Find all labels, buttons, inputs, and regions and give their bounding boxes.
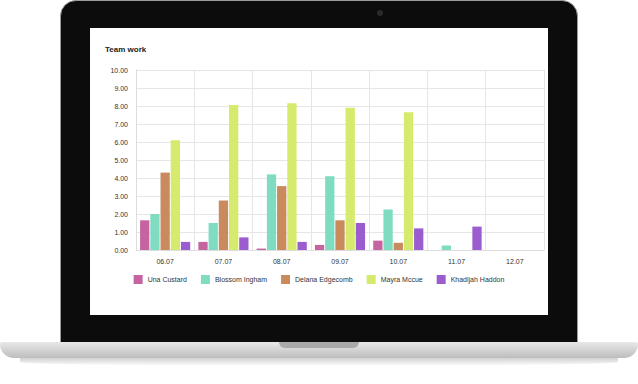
svg-text:Khadijah Haddon: Khadijah Haddon	[451, 276, 505, 284]
svg-text:3.00: 3.00	[114, 193, 128, 200]
svg-text:10.00: 10.00	[110, 67, 128, 74]
svg-text:11.07: 11.07	[448, 258, 465, 265]
svg-text:12.07: 12.07	[506, 258, 524, 265]
svg-text:08.07: 08.07	[273, 258, 291, 265]
svg-text:1.00: 1.00	[114, 229, 128, 236]
svg-text:7.00: 7.00	[114, 121, 128, 128]
svg-text:5.00: 5.00	[114, 157, 128, 164]
svg-text:2.00: 2.00	[114, 211, 128, 218]
svg-text:06.07: 06.07	[156, 258, 174, 265]
svg-text:4.00: 4.00	[114, 175, 128, 182]
svg-text:Blossom Ingham: Blossom Ingham	[215, 276, 267, 284]
svg-text:9.00: 9.00	[114, 85, 128, 92]
svg-text:0.00: 0.00	[114, 247, 128, 254]
svg-text:09.07: 09.07	[331, 258, 349, 265]
svg-text:Una Custard: Una Custard	[148, 276, 187, 283]
svg-text:Delana Edgecomb: Delana Edgecomb	[295, 276, 353, 284]
svg-text:Team work: Team work	[105, 45, 147, 54]
svg-text:Mayra Mccue: Mayra Mccue	[381, 276, 423, 284]
svg-text:6.00: 6.00	[114, 139, 128, 146]
svg-text:8.00: 8.00	[114, 103, 128, 110]
svg-text:07.07: 07.07	[215, 258, 233, 265]
svg-text:10.07: 10.07	[390, 258, 408, 265]
